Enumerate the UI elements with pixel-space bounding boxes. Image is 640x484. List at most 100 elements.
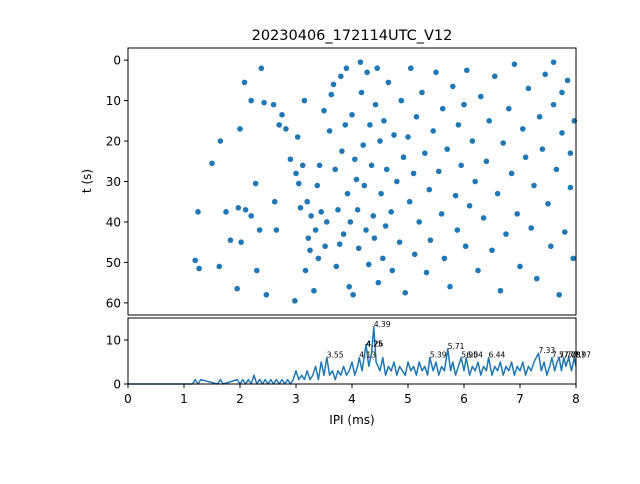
scatter-ytick-label: 50 — [106, 256, 121, 270]
scatter-point — [423, 269, 430, 276]
scatter-point — [287, 156, 294, 163]
scatter-point — [305, 235, 312, 241]
scatter-ytick-label: 30 — [106, 175, 121, 189]
scatter-point — [396, 239, 403, 245]
scatter-point — [545, 200, 551, 207]
scatter-point — [302, 267, 309, 274]
scatter-points — [192, 59, 578, 304]
scatter-point — [408, 65, 414, 72]
hist-ytick-label: 10 — [106, 334, 121, 348]
scatter-point — [318, 209, 325, 215]
scatter-point — [517, 263, 523, 270]
scatter-point — [223, 209, 229, 215]
scatter-point — [466, 202, 473, 209]
scatter-point — [195, 209, 201, 215]
scatter-point — [346, 283, 353, 290]
hist-peak-label: 4.25 — [366, 340, 383, 349]
scatter-point — [241, 79, 248, 86]
scatter-point — [238, 239, 244, 245]
scatter-point — [494, 190, 501, 197]
scatter-point — [242, 207, 249, 213]
scatter-point — [486, 118, 493, 124]
scatter-point — [261, 99, 267, 106]
scatter-point — [508, 170, 515, 177]
hist-line — [128, 326, 577, 385]
scatter-point — [419, 89, 425, 96]
hist-ytick-label: 0 — [113, 378, 121, 392]
scatter-point — [296, 180, 302, 187]
scatter-ytick-label: 60 — [106, 296, 121, 310]
scatter-point — [294, 134, 301, 140]
scatter-point — [511, 61, 518, 67]
scatter-point — [330, 81, 337, 88]
scatter-point — [361, 182, 368, 189]
scatter-point — [452, 192, 459, 199]
scatter-point — [411, 251, 418, 258]
scatter-point — [332, 166, 339, 173]
scatter-point — [307, 247, 313, 254]
scatter-point — [270, 101, 277, 108]
scatter-point — [297, 204, 304, 211]
scatter-point — [542, 71, 548, 78]
scatter-point — [492, 73, 498, 80]
scatter-point — [548, 243, 554, 250]
scatter-point — [436, 168, 442, 175]
hist-peak-label: 4.39 — [374, 320, 391, 329]
scatter-point — [522, 154, 529, 161]
scatter-point — [279, 111, 285, 118]
hist-xtick-label: 2 — [236, 392, 244, 406]
scatter-point — [299, 162, 306, 169]
scatter-point — [402, 289, 409, 296]
scatter-point — [227, 237, 234, 243]
scatter-point — [553, 166, 560, 173]
scatter-point — [192, 257, 198, 264]
scatter-point — [315, 255, 322, 262]
hist-peak-label: 7.97 — [574, 351, 591, 360]
scatter-point — [263, 291, 270, 298]
scatter-point — [400, 154, 407, 161]
scatter-point — [372, 101, 379, 108]
scatter-point — [248, 97, 254, 104]
scatter-point — [416, 219, 423, 225]
hist-xlabel: IPI (ms) — [329, 413, 374, 427]
scatter-point — [536, 113, 543, 120]
scatter-point — [360, 142, 367, 148]
scatter-ylabel: t (s) — [80, 169, 94, 193]
scatter-point — [381, 118, 387, 124]
hist-peak-label: 7.78 — [564, 351, 581, 360]
scatter-point — [276, 122, 283, 128]
hist-xtick-label: 3 — [292, 392, 300, 406]
scatter-point — [293, 170, 299, 177]
hist-peak-label: 7.33 — [538, 346, 555, 355]
scatter-point — [354, 207, 361, 213]
hist-xtick-label: 6 — [460, 392, 468, 406]
scatter-point — [567, 184, 574, 191]
scatter-point — [405, 134, 411, 140]
scatter-point — [324, 219, 330, 225]
scatter-point — [391, 132, 397, 138]
scatter-point — [367, 122, 373, 128]
scatter-point — [375, 279, 382, 286]
scatter-point — [304, 198, 311, 205]
scatter-point — [458, 162, 465, 169]
scatter-point — [475, 267, 481, 274]
scatter-ytick-label: 10 — [106, 94, 121, 108]
scatter-point — [350, 291, 356, 298]
scatter-point — [570, 255, 576, 262]
scatter-point — [347, 219, 354, 225]
chart-title: 20230406_172114UTC_V12 — [252, 28, 453, 44]
scatter-point — [271, 198, 278, 205]
scatter-point — [539, 146, 546, 152]
scatter-point — [283, 126, 289, 132]
scatter-point — [444, 146, 451, 152]
hist-yticks: 0 10 — [106, 334, 128, 392]
scatter-point — [478, 93, 484, 100]
scatter-point — [216, 263, 223, 270]
scatter-point — [248, 213, 254, 219]
hist-axes: 3.55 4.13 4.254.26 4.39 5.395.715.956.04 6.44… — [106, 317, 591, 427]
scatter-point — [338, 73, 344, 80]
scatter-point — [326, 128, 333, 134]
scatter-point — [316, 162, 323, 169]
